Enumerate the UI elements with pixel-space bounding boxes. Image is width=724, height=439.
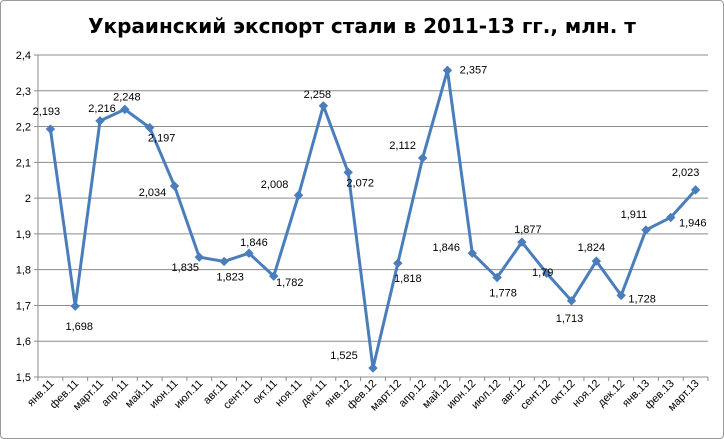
data-point-marker <box>219 256 229 267</box>
data-label: 2,023 <box>672 167 700 179</box>
data-label: 1,818 <box>394 273 422 285</box>
data-point-marker <box>120 104 130 115</box>
data-label: 1,79 <box>532 267 553 279</box>
x-category-label: ноя.11 <box>273 378 305 410</box>
data-point-marker <box>343 167 353 178</box>
x-category-label: июл.11 <box>172 378 205 411</box>
data-point-marker <box>393 258 403 268</box>
data-point-marker <box>293 190 304 200</box>
y-tick-label: 1,9 <box>16 229 31 241</box>
data-label: 1,698 <box>65 321 93 333</box>
y-tick-label: 2,3 <box>16 86 31 98</box>
data-label: 2,197 <box>148 133 176 145</box>
data-label: 1,846 <box>432 242 460 254</box>
y-tick-label: 2 <box>25 193 31 205</box>
data-label: 2,072 <box>346 177 374 189</box>
data-label: 2,258 <box>304 89 332 101</box>
data-point-marker <box>45 124 56 134</box>
y-tick-label: 2,4 <box>16 50 31 62</box>
data-point-marker <box>442 65 453 76</box>
data-point-marker <box>169 181 180 191</box>
data-label: 1,846 <box>240 237 268 249</box>
data-label: 2,248 <box>113 91 141 103</box>
axes <box>37 55 708 378</box>
data-point-marker <box>641 225 651 235</box>
data-label: 2,216 <box>88 103 116 115</box>
x-axis-categories: янв.11фев.11март.11апр.11май.11июн.11июл… <box>25 377 709 413</box>
data-point-marker <box>269 271 279 281</box>
data-point-marker <box>517 237 527 247</box>
data-point-marker <box>492 272 502 283</box>
data-label: 2,008 <box>261 179 289 191</box>
data-point-marker <box>417 153 428 163</box>
data-point-marker <box>194 252 205 262</box>
x-category-label: ноя.12 <box>570 378 602 410</box>
data-point-marker <box>616 290 626 301</box>
y-tick-label: 1,5 <box>16 372 31 384</box>
data-point-marker <box>541 268 552 278</box>
data-label: 1,778 <box>489 288 517 300</box>
data-label: 2,193 <box>33 106 61 118</box>
data-point-marker <box>95 116 105 126</box>
data-point-marker <box>591 256 602 266</box>
series <box>45 65 701 373</box>
data-label: 1,877 <box>514 224 542 236</box>
data-label: 1,824 <box>578 242 606 254</box>
data-point-marker <box>666 212 676 223</box>
y-tick-label: 2,1 <box>16 157 31 169</box>
y-axis-ticks: 1,5 1,6 1,7 1,8 1,9 2 2,1 2,2 2,3 2,4 <box>16 50 38 384</box>
data-label: 2,034 <box>139 187 167 199</box>
data-point-marker <box>318 101 329 111</box>
data-label: 2,357 <box>460 64 488 76</box>
data-label: 1,835 <box>172 262 200 274</box>
data-point-marker <box>566 296 577 306</box>
data-label: 1,525 <box>330 350 358 362</box>
data-label: 1,946 <box>679 217 707 229</box>
data-point-marker <box>244 248 254 258</box>
chart-title: Украинский экспорт стали в 2011-13 гг., … <box>88 14 636 38</box>
data-label: 2,112 <box>389 140 416 152</box>
y-tick-label: 1,7 <box>16 300 31 312</box>
data-point-marker <box>144 122 155 133</box>
data-point-marker <box>368 363 378 373</box>
y-tick-label: 2,2 <box>16 122 31 134</box>
data-point-marker <box>467 248 477 258</box>
series-line <box>48 68 697 370</box>
data-label: 1,782 <box>276 277 304 289</box>
y-tick-label: 1,8 <box>16 265 31 277</box>
data-label: 1,713 <box>556 313 584 325</box>
data-point-marker <box>70 301 80 311</box>
data-label: 1,911 <box>621 209 648 221</box>
data-point-marker <box>690 185 701 195</box>
data-label: 1,823 <box>216 271 244 283</box>
data-label: 1,728 <box>628 293 656 305</box>
y-tick-label: 1,6 <box>16 336 31 348</box>
